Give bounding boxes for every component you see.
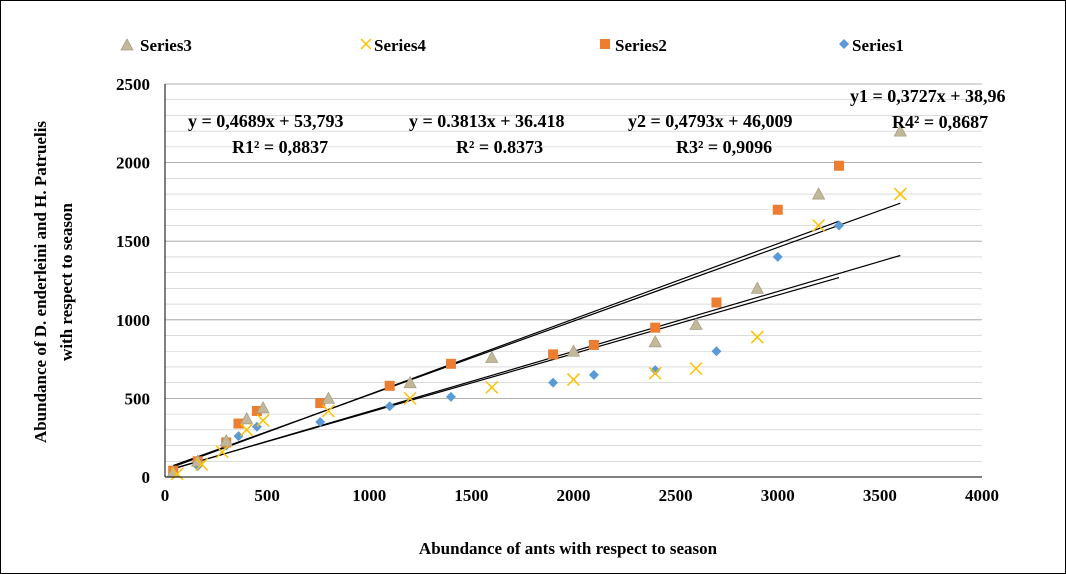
legend: Series3 Series4 Series2 Series1: [120, 36, 904, 55]
series4-point: [648, 366, 662, 380]
trendline: [172, 220, 840, 468]
series4-point: [812, 218, 826, 233]
series2-point: [711, 297, 722, 308]
trendline: [173, 276, 840, 470]
x-tick-label: 4000: [965, 486, 999, 505]
x-tick-label: 1500: [454, 486, 488, 505]
series1-point: [711, 346, 722, 357]
y-tick-label: 2000: [116, 154, 150, 173]
y-tick-label: 2500: [116, 75, 150, 94]
series3-point: [689, 317, 703, 330]
series3-point: [240, 412, 254, 425]
series3-point: [403, 375, 417, 389]
series4-point: [321, 404, 335, 418]
legend-marker-series1: [839, 39, 849, 49]
series1-point: [233, 431, 244, 442]
trendlines: [172, 202, 901, 470]
series4-point: [485, 380, 499, 394]
y-tick-label: 0: [142, 468, 151, 487]
series4-point: [689, 362, 703, 376]
series1-point: [384, 401, 395, 412]
series4-point: [195, 457, 209, 471]
series3-point: [893, 124, 907, 137]
data-points: [166, 124, 907, 481]
y-tick-labels: 0 500 1000 1500 2000 2500: [116, 75, 150, 487]
r2-3: R3² = 0,9096: [676, 137, 772, 157]
series4-point: [750, 330, 764, 344]
series1-point: [588, 369, 599, 380]
series4-point: [403, 391, 417, 405]
series2-point: [650, 322, 661, 333]
x-tick-labels: 0 500 1000 1500 2000 2500 3000 3500 4000: [161, 486, 999, 505]
series2-point: [251, 405, 262, 416]
series1-point: [772, 251, 783, 262]
series3-point: [750, 281, 764, 294]
series4-point: [240, 423, 254, 437]
legend-label-series3: Series3: [140, 36, 192, 55]
equation-2: y = 0.3813x + 36.418: [409, 111, 565, 131]
x-tick-label: 2500: [659, 486, 693, 505]
y-axis-title-line1: Abundance of D. enderleini and H. Patrue…: [31, 121, 50, 443]
trendline-equations: y = 0,4689x + 53,793 R1² = 0,8837 y = 0.…: [188, 86, 1006, 157]
legend-label-series1: Series1: [852, 36, 904, 55]
series2-point: [588, 339, 599, 350]
series2-point: [548, 349, 559, 360]
series3-point: [566, 344, 581, 357]
legend-label-series2: Series2: [615, 36, 667, 55]
series4-point: [215, 445, 229, 459]
series3-point: [485, 350, 499, 363]
series3-point: [219, 434, 233, 447]
series2-point: [445, 358, 456, 369]
x-axis-title: Abundance of ants with respect to season: [419, 539, 718, 558]
series4-point: [566, 373, 581, 387]
x-tick-label: 3500: [863, 486, 897, 505]
x-tick-label: 1000: [352, 486, 386, 505]
equation-3: y2 = 0,4793x + 46,009: [628, 111, 793, 131]
series4-point: [170, 467, 184, 481]
series1-point: [834, 220, 845, 231]
r2-4: R4² = 0,8687: [892, 112, 988, 132]
series3-point: [811, 187, 826, 200]
r2-2: R² = 0.8373: [456, 137, 543, 157]
legend-marker-series4: [360, 38, 372, 50]
r2-1: R1² = 0,8837: [232, 137, 328, 157]
y-axis-title-line2: with respect to season: [57, 203, 76, 361]
legend-marker-series3: [120, 38, 134, 51]
y-tick-label: 1500: [116, 232, 150, 251]
grid-lines: [165, 83, 982, 462]
x-tick-label: 500: [254, 486, 280, 505]
y-tick-label: 500: [125, 389, 151, 408]
x-tick-label: 0: [161, 486, 170, 505]
series3-point: [648, 334, 662, 348]
legend-label-series4: Series4: [374, 36, 426, 55]
series3-point: [256, 400, 270, 414]
series1-point: [650, 365, 661, 376]
series2-point: [233, 418, 244, 429]
x-tick-label: 3000: [761, 486, 795, 505]
legend-marker-series2: [600, 39, 610, 49]
series3-point: [321, 391, 336, 404]
series1-point: [548, 377, 559, 388]
series2-point: [772, 204, 783, 215]
x-tick-label: 2000: [557, 486, 591, 505]
series2-point: [384, 380, 395, 391]
series4-point: [256, 413, 270, 427]
equation-4: y1 = 0,3727x + 38,96: [850, 86, 1006, 106]
series1-point: [445, 391, 456, 402]
series2-point: [834, 160, 845, 171]
series1-point: [315, 416, 326, 427]
series2-point: [315, 398, 326, 409]
y-tick-label: 1000: [116, 311, 150, 330]
series4-point: [893, 187, 907, 201]
equation-1: y = 0,4689x + 53,793: [188, 111, 344, 131]
axes: [164, 84, 982, 478]
